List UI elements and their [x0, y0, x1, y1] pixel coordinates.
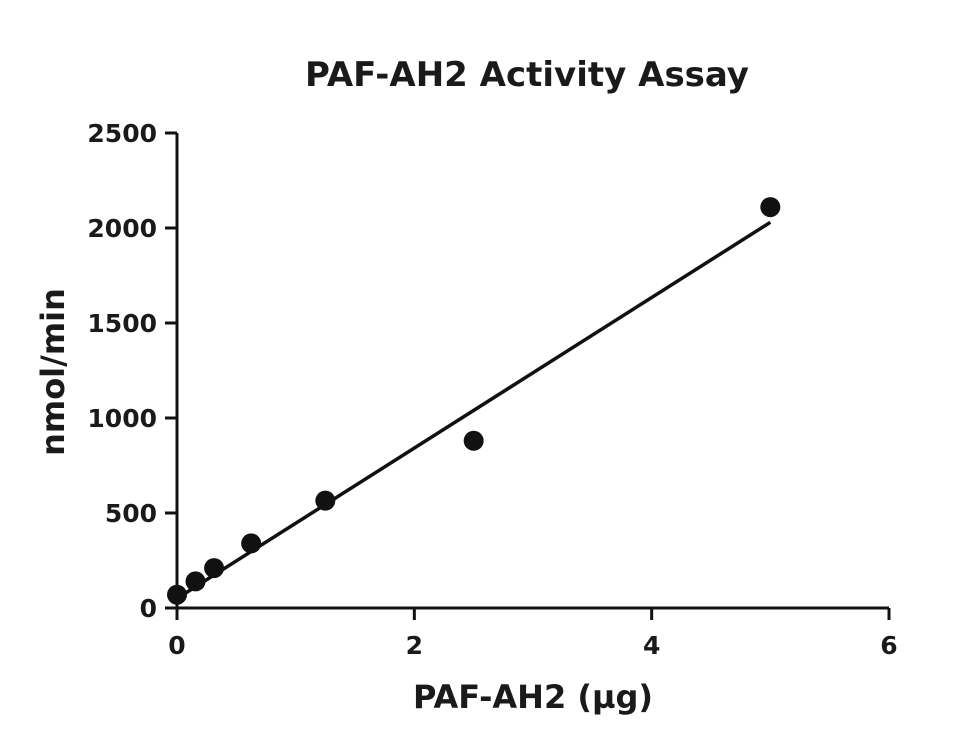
x-axis-ticks: 0 2 4 6 [168, 608, 898, 660]
data-point [241, 533, 262, 554]
y-axis-label: nmol/min [34, 288, 72, 456]
x-tick-label: 0 [168, 631, 185, 660]
data-points [167, 197, 781, 605]
y-tick-label: 2500 [87, 119, 157, 148]
x-tick-label: 2 [406, 631, 423, 660]
chart-title: PAF-AH2 Activity Assay [305, 55, 749, 95]
x-tick-label: 6 [880, 631, 897, 660]
y-tick-label: 1500 [87, 309, 157, 338]
data-point [463, 430, 484, 451]
linear-fit-line [176, 220, 772, 600]
axes [175, 133, 889, 610]
data-point [185, 571, 206, 592]
data-point [204, 558, 225, 579]
data-point [760, 197, 781, 218]
y-axis-ticks: 0 500 1000 1500 2000 2500 [87, 119, 177, 623]
x-axis-label: PAF-AH2 (µg) [413, 678, 653, 716]
y-tick-label: 0 [140, 594, 157, 623]
data-point [315, 490, 336, 511]
y-tick-label: 500 [105, 499, 157, 528]
data-point [167, 584, 187, 605]
x-tick-label: 4 [643, 631, 660, 660]
fit-line-group [176, 220, 772, 600]
y-tick-label: 2000 [87, 214, 157, 243]
y-tick-label: 1000 [87, 404, 157, 433]
